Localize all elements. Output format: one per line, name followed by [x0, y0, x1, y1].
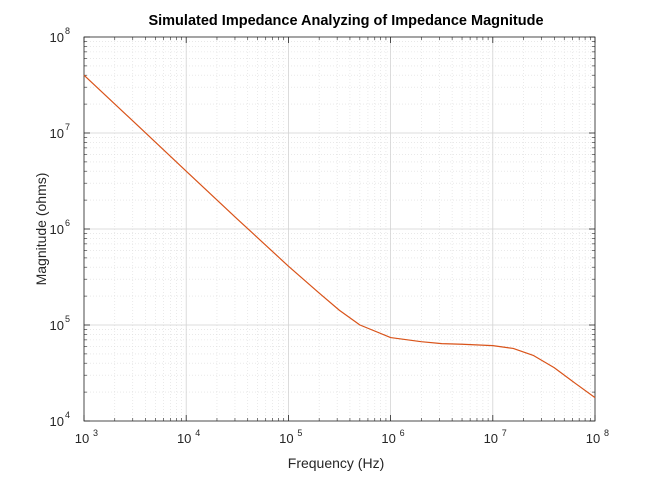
- series-layer: [83, 74, 596, 399]
- y-tick-label: 10 5: [50, 314, 70, 333]
- tick-marks: [83, 36, 596, 422]
- x-tick-exponent: 5: [297, 428, 302, 438]
- x-tick-base: 10: [177, 431, 191, 446]
- x-tick-base: 10: [586, 431, 600, 446]
- x-tick-exponent: 4: [195, 428, 200, 438]
- x-tick-label: 10 5: [279, 428, 302, 446]
- y-tick-exponent: 6: [65, 218, 70, 228]
- x-tick-label: 10 8: [586, 428, 609, 446]
- x-axis-label: Frequency (Hz): [288, 455, 384, 471]
- y-tick-base: 10: [50, 414, 64, 429]
- x-tick-labels: 10 3 10 4 10 5 10 6 10 7 10 8: [75, 428, 609, 446]
- y-tick-exponent: 7: [65, 122, 70, 132]
- x-tick-exponent: 6: [400, 428, 405, 438]
- x-tick-exponent: 8: [604, 428, 609, 438]
- y-tick-base: 10: [50, 30, 64, 45]
- y-axis-label: Magnitude (ohms): [33, 173, 49, 286]
- x-tick-label: 10 7: [484, 428, 507, 446]
- y-tick-base: 10: [50, 222, 64, 237]
- x-tick-exponent: 3: [93, 428, 98, 438]
- y-tick-label: 10 8: [50, 26, 70, 45]
- y-tick-label: 10 7: [50, 122, 70, 141]
- y-tick-exponent: 5: [65, 314, 70, 324]
- y-tick-label: 10 6: [50, 218, 70, 237]
- y-tick-base: 10: [50, 126, 64, 141]
- y-tick-exponent: 4: [65, 410, 70, 420]
- chart-title: Simulated Impedance Analyzing of Impedan…: [148, 13, 543, 29]
- x-tick-base: 10: [484, 431, 498, 446]
- y-tick-base: 10: [50, 318, 64, 333]
- x-tick-base: 10: [279, 431, 293, 446]
- impedance-magnitude-line: [83, 74, 596, 399]
- x-tick-exponent: 7: [502, 428, 507, 438]
- y-tick-label: 10 4: [50, 410, 70, 429]
- x-tick-base: 10: [75, 431, 89, 446]
- x-tick-label: 10 3: [75, 428, 98, 446]
- y-tick-exponent: 8: [65, 26, 70, 36]
- x-tick-label: 10 4: [177, 428, 200, 446]
- x-tick-base: 10: [381, 431, 395, 446]
- x-tick-label: 10 6: [381, 428, 404, 446]
